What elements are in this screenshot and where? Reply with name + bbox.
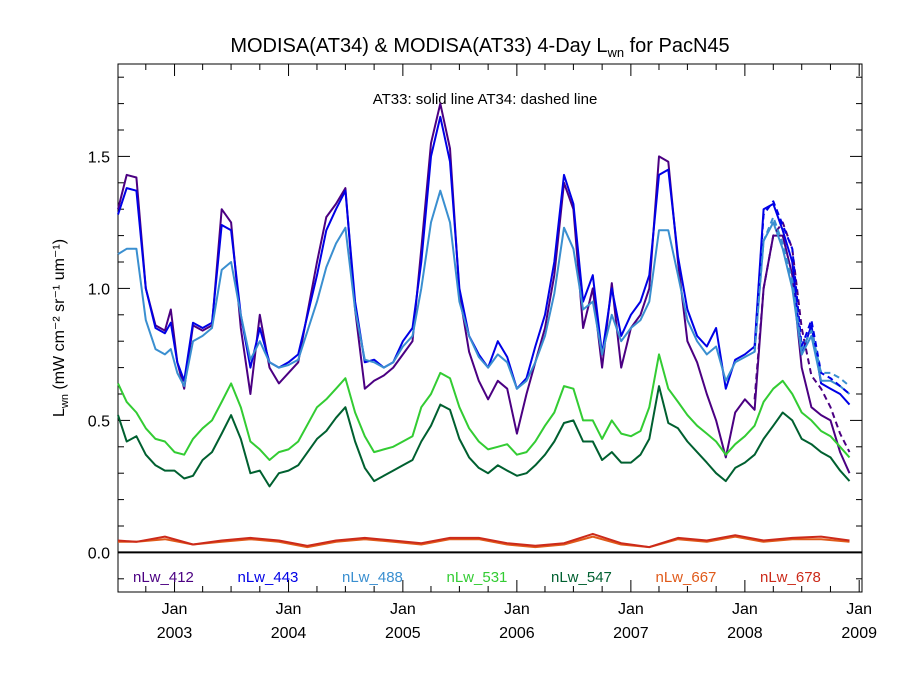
chart-title: MODISA(AT34) & MODISA(AT33) 4-Day Lwn fo… (230, 35, 729, 60)
x-tick-month: Jan (504, 601, 530, 618)
x-tick-year: 2004 (271, 625, 307, 642)
x-tick-year: 2009 (841, 625, 877, 642)
series-line-nlw-531 (117, 353, 851, 461)
legend-item-nlw-412: nLw_412 (133, 569, 194, 586)
series-layer (117, 102, 851, 549)
x-tick-year: 2005 (385, 625, 421, 642)
legend-item-nlw-547: nLw_547 (551, 569, 612, 586)
legend-item-nlw-667: nLw_667 (656, 569, 717, 586)
plot-frame (117, 63, 863, 593)
series-line-nlw-488 (117, 189, 851, 395)
legend: nLw_412 nLw_443 nLw_488 nLw_531 nLw_547 nLw_6… (133, 569, 821, 586)
x-tick-month: Jan (162, 601, 188, 618)
legend-item-nlw-443: nLw_443 (238, 569, 299, 586)
y-axis-label: Lwn (mW cm⁻² sr⁻¹ um⁻¹) (51, 239, 71, 417)
series-line-nlw-678 (117, 532, 850, 549)
x-tick-year: 2003 (157, 625, 193, 642)
series-line-nlw-547 (117, 385, 851, 488)
x-tick-month: Jan (618, 601, 644, 618)
x-tick-month: Jan (732, 601, 758, 618)
x-tick-month: Jan (390, 601, 416, 618)
series-line-nlw-412-dashed (753, 221, 851, 453)
y-tick-label: 1.0 (88, 281, 110, 298)
y-tick-label: 1.5 (88, 149, 110, 166)
x-tick-year: 2007 (613, 625, 649, 642)
chart-annotation: AT33: solid line AT34: dashed line (373, 91, 598, 108)
y-tick-label: 0.0 (88, 545, 110, 562)
x-tick-month: Jan (846, 601, 872, 618)
series-line-nlw-412 (117, 102, 851, 474)
series-line-nlw-443-dashed (753, 200, 851, 395)
y-axis: 0.0 0.5 1.0 1.5 (88, 76, 862, 580)
y-tick-label: 0.5 (88, 413, 110, 430)
legend-item-nlw-488: nLw_488 (342, 569, 403, 586)
x-tick-month: Jan (276, 601, 302, 618)
x-tick-year: 2008 (727, 625, 763, 642)
legend-item-nlw-531: nLw_531 (447, 569, 508, 586)
series-line-nlw-488-dashed (753, 216, 851, 387)
x-axis: Jan 2003 Jan 2004 Jan 2005 Jan 2006 Jan 2007 Jan 20… (145, 64, 877, 642)
legend-item-nlw-678: nLw_678 (760, 569, 821, 586)
x-tick-year: 2006 (499, 625, 535, 642)
series-line-nlw-667 (118, 535, 850, 549)
plot-border (117, 63, 863, 593)
